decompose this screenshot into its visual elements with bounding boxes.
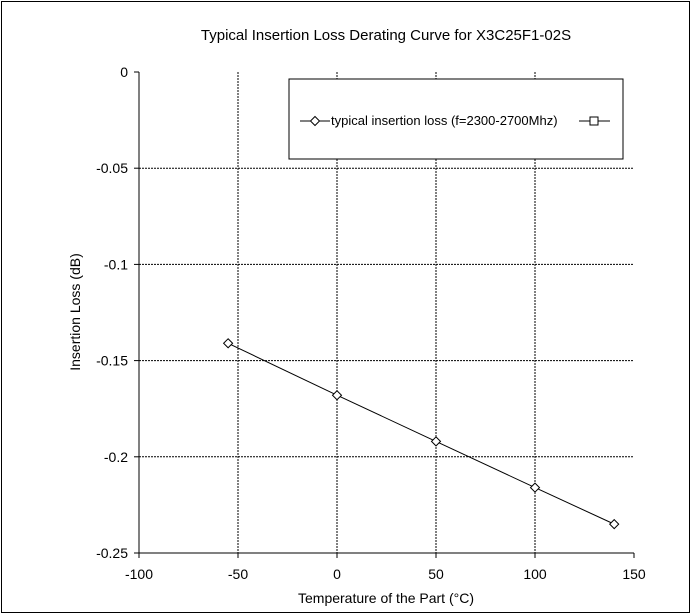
data-point-diamond [430,436,442,447]
y-tick-label: -0.15 [96,353,128,369]
x-tick-label: -100 [125,566,153,582]
y-tick-label: -0.2 [104,449,128,465]
y-tick-label: -0.1 [104,256,128,272]
x-axis-label: Temperature of the Part (°C) [298,590,474,606]
series-line [227,342,615,525]
x-tick-labels: -100 -50 0 50 100 150 [125,566,646,582]
y-tick-label: 0 [120,64,128,80]
y-tick-label: -0.25 [96,545,128,561]
x-tick-label: 100 [523,566,547,582]
x-tick-label: 150 [622,566,646,582]
legend-box [288,78,624,160]
data-point-diamond [608,518,620,530]
axes [134,71,635,558]
data-point-diamond [222,338,234,349]
data-point-diamond [331,390,343,401]
y-tick-labels: 0 -0.05 -0.1 -0.15 -0.2 -0.25 [96,64,128,561]
data-point-diamond [529,482,541,493]
y-axis-label: Insertion Loss (dB) [67,253,83,371]
legend-series-2-marker [589,116,599,126]
legend: typical insertion loss (f=2300-2700Mhz) [288,78,624,160]
x-tick-label: 0 [333,566,341,582]
gridlines [139,72,634,553]
y-tick-label: -0.05 [96,160,128,176]
legend-series-1-label: typical insertion loss (f=2300-2700Mhz) [331,113,558,128]
x-tick-label: -50 [228,566,248,582]
legend-series-1-marker [309,115,321,127]
chart-title: Typical Insertion Loss Derating Curve fo… [201,27,571,44]
series-layer [222,338,620,530]
x-tick-label: 50 [428,566,444,582]
